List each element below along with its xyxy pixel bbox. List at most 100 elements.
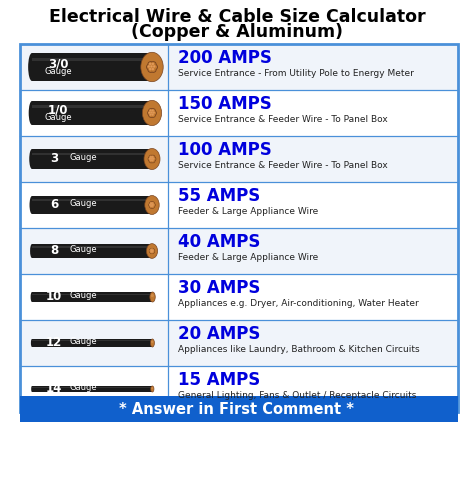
Text: 8: 8 bbox=[50, 243, 58, 257]
Ellipse shape bbox=[28, 53, 36, 81]
Circle shape bbox=[150, 250, 151, 251]
Circle shape bbox=[149, 159, 153, 162]
Text: 100 AMPS: 100 AMPS bbox=[178, 141, 272, 159]
Bar bbox=[20, 136, 458, 182]
Ellipse shape bbox=[142, 100, 162, 125]
Text: 14: 14 bbox=[46, 382, 62, 395]
Circle shape bbox=[149, 155, 153, 159]
Circle shape bbox=[151, 62, 156, 67]
Circle shape bbox=[150, 110, 152, 112]
Circle shape bbox=[150, 248, 153, 251]
Bar bbox=[32, 294, 152, 295]
Text: 150 AMPS: 150 AMPS bbox=[178, 95, 272, 113]
Text: General Lighting, Fans & Outlet / Receptacle Circuits: General Lighting, Fans & Outlet / Recept… bbox=[178, 392, 416, 401]
Circle shape bbox=[149, 112, 150, 113]
Circle shape bbox=[153, 112, 155, 114]
Circle shape bbox=[152, 204, 155, 207]
Circle shape bbox=[152, 65, 157, 70]
Circle shape bbox=[149, 158, 150, 159]
Text: 10: 10 bbox=[46, 289, 62, 302]
Circle shape bbox=[151, 204, 152, 205]
Circle shape bbox=[151, 113, 155, 117]
Ellipse shape bbox=[29, 196, 35, 214]
Circle shape bbox=[149, 63, 151, 65]
Circle shape bbox=[151, 112, 152, 113]
Circle shape bbox=[152, 249, 154, 250]
Circle shape bbox=[148, 67, 153, 72]
Circle shape bbox=[151, 204, 154, 207]
Circle shape bbox=[151, 249, 152, 250]
Text: Service Entrance - From Utility Pole to Energy Meter: Service Entrance - From Utility Pole to … bbox=[178, 70, 414, 79]
Circle shape bbox=[152, 69, 154, 70]
Bar bbox=[32, 105, 152, 108]
Circle shape bbox=[151, 250, 153, 252]
Text: Gauge: Gauge bbox=[44, 68, 72, 77]
Circle shape bbox=[151, 205, 154, 208]
Text: Gauge: Gauge bbox=[70, 384, 98, 393]
Circle shape bbox=[151, 250, 153, 251]
Bar bbox=[32, 387, 152, 388]
Circle shape bbox=[150, 111, 154, 115]
Circle shape bbox=[149, 109, 153, 113]
Circle shape bbox=[153, 66, 156, 69]
Text: Feeder & Large Appliance Wire: Feeder & Large Appliance Wire bbox=[178, 254, 318, 263]
Text: 30 AMPS: 30 AMPS bbox=[178, 279, 260, 297]
Ellipse shape bbox=[29, 101, 35, 125]
Circle shape bbox=[149, 65, 155, 70]
Circle shape bbox=[152, 114, 155, 116]
Circle shape bbox=[152, 251, 154, 253]
Bar bbox=[32, 58, 152, 61]
Circle shape bbox=[152, 110, 153, 111]
Circle shape bbox=[150, 206, 152, 207]
Circle shape bbox=[150, 110, 151, 111]
Circle shape bbox=[150, 203, 152, 205]
Text: 1/0: 1/0 bbox=[48, 103, 68, 116]
Circle shape bbox=[151, 202, 154, 205]
Circle shape bbox=[149, 204, 151, 206]
Text: 40 AMPS: 40 AMPS bbox=[178, 233, 260, 251]
Ellipse shape bbox=[150, 292, 155, 302]
Circle shape bbox=[152, 160, 153, 161]
Circle shape bbox=[147, 65, 152, 70]
Bar bbox=[20, 228, 458, 274]
Circle shape bbox=[149, 158, 151, 160]
Circle shape bbox=[151, 158, 152, 159]
Ellipse shape bbox=[30, 244, 34, 258]
Bar bbox=[20, 320, 458, 366]
Circle shape bbox=[152, 156, 153, 157]
Ellipse shape bbox=[151, 387, 153, 389]
Circle shape bbox=[151, 109, 155, 113]
Circle shape bbox=[148, 112, 151, 114]
Circle shape bbox=[150, 250, 152, 251]
Bar bbox=[20, 44, 458, 90]
Circle shape bbox=[150, 114, 152, 116]
Circle shape bbox=[150, 114, 151, 115]
Ellipse shape bbox=[146, 243, 157, 259]
Text: (Copper & Aluminum): (Copper & Aluminum) bbox=[131, 23, 343, 41]
Ellipse shape bbox=[31, 339, 33, 347]
Circle shape bbox=[151, 251, 152, 253]
Circle shape bbox=[154, 66, 155, 67]
Circle shape bbox=[152, 63, 154, 65]
Text: 6: 6 bbox=[50, 198, 58, 211]
Circle shape bbox=[150, 66, 154, 69]
Circle shape bbox=[151, 159, 155, 162]
Circle shape bbox=[148, 111, 152, 115]
Ellipse shape bbox=[145, 196, 159, 214]
Bar bbox=[32, 386, 152, 392]
Circle shape bbox=[153, 204, 155, 206]
Bar bbox=[32, 53, 152, 81]
Circle shape bbox=[153, 158, 154, 159]
Circle shape bbox=[152, 250, 155, 252]
Text: Gauge: Gauge bbox=[70, 154, 98, 162]
Text: Appliances like Laundry, Bathroom & Kitchen Circuits: Appliances like Laundry, Bathroom & Kitc… bbox=[178, 346, 419, 354]
Circle shape bbox=[151, 66, 152, 67]
Bar bbox=[32, 339, 152, 347]
Ellipse shape bbox=[151, 294, 154, 297]
Circle shape bbox=[152, 160, 154, 162]
Circle shape bbox=[148, 66, 151, 69]
Circle shape bbox=[152, 203, 153, 204]
Circle shape bbox=[152, 248, 154, 251]
Bar bbox=[20, 90, 458, 136]
Circle shape bbox=[150, 157, 154, 161]
